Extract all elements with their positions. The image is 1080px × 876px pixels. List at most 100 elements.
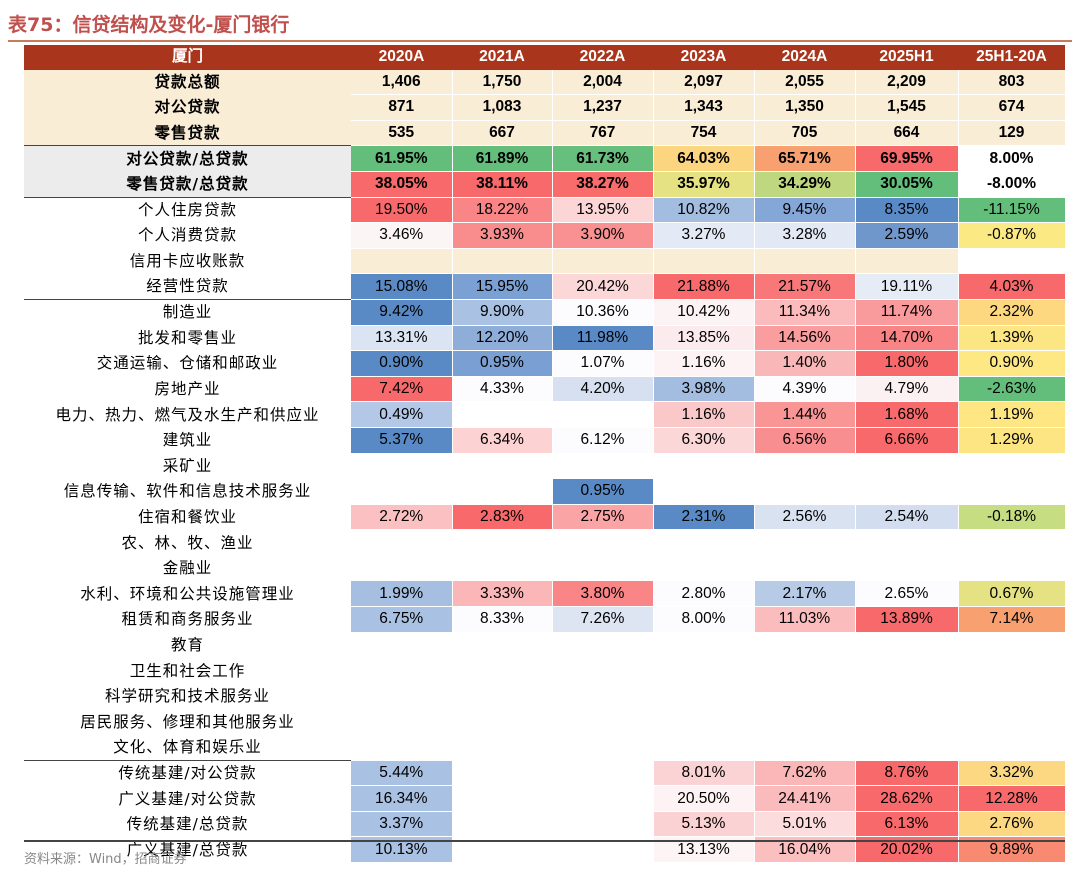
header-2020a: 2020A bbox=[351, 45, 452, 70]
row-label: 房地产业 bbox=[154, 380, 221, 399]
value-cell: 3.90% bbox=[552, 222, 654, 249]
value-cell bbox=[855, 734, 959, 761]
value-cell: 8.00% bbox=[958, 145, 1066, 172]
value-cell: 10.42% bbox=[653, 298, 755, 326]
table-row: 住宿和餐饮业 2.72% 2.83% 2.75% 2.31% 2.56% 2.54% -0.1… bbox=[24, 504, 1066, 531]
table-row: 建筑业 5.37% 6.34% 6.12% 6.30% 6.56% 6.66% 1.29% bbox=[24, 427, 1066, 454]
value-cell: 1,237 bbox=[552, 94, 654, 121]
value-cell: 3.32% bbox=[958, 759, 1066, 787]
value-cell bbox=[452, 632, 553, 659]
table-row: 制造业 9.42% 9.90% 10.36% 10.42% 11.34% 11.74% 2.3… bbox=[24, 298, 1066, 326]
value-cell: 15.95% bbox=[452, 273, 553, 300]
value-cell: 1.19% bbox=[958, 401, 1066, 428]
table-row: 农、林、牧、渔业 bbox=[24, 529, 1066, 556]
value-cell bbox=[452, 657, 553, 684]
value-cell bbox=[855, 708, 959, 736]
value-cell: 803 bbox=[958, 69, 1066, 96]
value-cell: 19.11% bbox=[855, 273, 959, 300]
value-cell: 1.07% bbox=[552, 350, 654, 377]
value-cell: -2.63% bbox=[958, 376, 1066, 403]
value-cell bbox=[754, 529, 856, 556]
value-cell: 9.45% bbox=[754, 196, 856, 224]
header-2023a: 2023A bbox=[653, 45, 754, 70]
value-cell bbox=[452, 683, 553, 710]
row-label: 水利、环境和公共设施管理业 bbox=[80, 584, 295, 603]
table-row: 个人消费贷款 3.46% 3.93% 3.90% 3.27% 3.28% 2.59% -0.8… bbox=[24, 222, 1066, 249]
row-label: 信息传输、软件和信息技术服务业 bbox=[63, 482, 312, 501]
value-cell: 6.30% bbox=[653, 427, 755, 454]
value-cell bbox=[855, 555, 959, 582]
row-label: 信用卡应收账款 bbox=[129, 252, 246, 271]
loan-structure-table: 厦门 2020A 2021A 2022A 2023A 2024A 2025H1 … bbox=[24, 45, 1066, 863]
value-cell bbox=[855, 248, 959, 275]
value-cell: 21.88% bbox=[653, 273, 755, 300]
table-row: 文化、体育和娱乐业 bbox=[24, 734, 1066, 761]
row-label: 教育 bbox=[170, 635, 204, 654]
value-cell bbox=[958, 734, 1066, 761]
value-cell: 34.29% bbox=[754, 171, 856, 198]
table-title: 表75：信贷结构及变化-厦门银行 bbox=[8, 14, 290, 36]
row-label: 传统基建/总贷款 bbox=[126, 815, 249, 834]
value-cell: 1,083 bbox=[452, 94, 553, 121]
value-cell: 11.74% bbox=[855, 298, 959, 326]
value-cell: 35.97% bbox=[653, 171, 755, 198]
value-cell: 8.35% bbox=[855, 196, 959, 224]
value-cell bbox=[552, 555, 654, 582]
value-cell: 2.59% bbox=[855, 222, 959, 249]
value-cell: 3.27% bbox=[653, 222, 755, 249]
row-label: 个人住房贷款 bbox=[24, 196, 351, 223]
value-cell: 12.20% bbox=[452, 325, 553, 352]
value-cell bbox=[351, 657, 453, 684]
value-cell bbox=[958, 529, 1066, 556]
value-cell bbox=[958, 632, 1066, 659]
header-2025h1: 2025H1 bbox=[855, 45, 958, 70]
row-label: 交通运输、仓储和邮政业 bbox=[96, 354, 279, 373]
value-cell bbox=[855, 453, 959, 480]
value-cell: 0.90% bbox=[958, 350, 1066, 377]
value-cell: 7.62% bbox=[754, 759, 856, 787]
value-cell: 667 bbox=[452, 120, 553, 147]
row-label: 租赁和商务服务业 bbox=[121, 610, 254, 629]
value-cell: 11.34% bbox=[754, 298, 856, 326]
value-cell: 38.27% bbox=[552, 171, 654, 198]
table-row: 贷款总额 1,406 1,750 2,004 2,097 2,055 2,209 803 bbox=[24, 69, 1066, 96]
table-bottom-rule bbox=[24, 840, 1065, 842]
value-cell: 767 bbox=[552, 120, 654, 147]
value-cell: 5.13% bbox=[653, 811, 755, 838]
value-cell: 14.56% bbox=[754, 325, 856, 352]
row-label: 贷款总额 bbox=[24, 69, 351, 95]
row-label: 批发和零售业 bbox=[137, 328, 237, 347]
value-cell bbox=[754, 248, 856, 275]
value-cell bbox=[754, 453, 856, 480]
value-cell bbox=[754, 708, 856, 736]
value-cell bbox=[958, 248, 1066, 275]
value-cell: -11.15% bbox=[958, 196, 1066, 224]
value-cell: 3.46% bbox=[351, 222, 453, 249]
table-row: 零售贷款/总贷款 38.05% 38.11% 38.27% 35.97% 34.29% 30… bbox=[24, 171, 1066, 198]
value-cell bbox=[754, 734, 856, 761]
header-change: 25H1-20A bbox=[958, 45, 1065, 70]
value-cell: 10.36% bbox=[552, 298, 654, 326]
value-cell bbox=[653, 453, 755, 480]
value-cell bbox=[351, 529, 453, 556]
value-cell: 8.33% bbox=[452, 606, 553, 633]
value-cell bbox=[452, 555, 553, 582]
row-label: 零售贷款 bbox=[24, 120, 351, 146]
value-cell bbox=[452, 708, 553, 736]
row-label: 居民服务、修理和其他服务业 bbox=[80, 712, 295, 731]
value-cell: 3.33% bbox=[452, 580, 553, 608]
value-cell bbox=[552, 734, 654, 761]
value-cell bbox=[552, 708, 654, 736]
value-cell: 754 bbox=[653, 120, 755, 147]
row-label: 建筑业 bbox=[162, 431, 213, 450]
value-cell: 129 bbox=[958, 120, 1066, 147]
row-label: 制造业 bbox=[24, 298, 351, 326]
value-cell: 6.56% bbox=[754, 427, 856, 454]
value-cell bbox=[552, 785, 654, 812]
value-cell bbox=[754, 683, 856, 710]
row-label: 个人消费贷款 bbox=[137, 226, 237, 245]
value-cell bbox=[351, 478, 453, 505]
value-cell: 61.73% bbox=[552, 145, 654, 172]
value-cell: 0.95% bbox=[552, 478, 654, 505]
value-cell: -8.00% bbox=[958, 171, 1066, 198]
